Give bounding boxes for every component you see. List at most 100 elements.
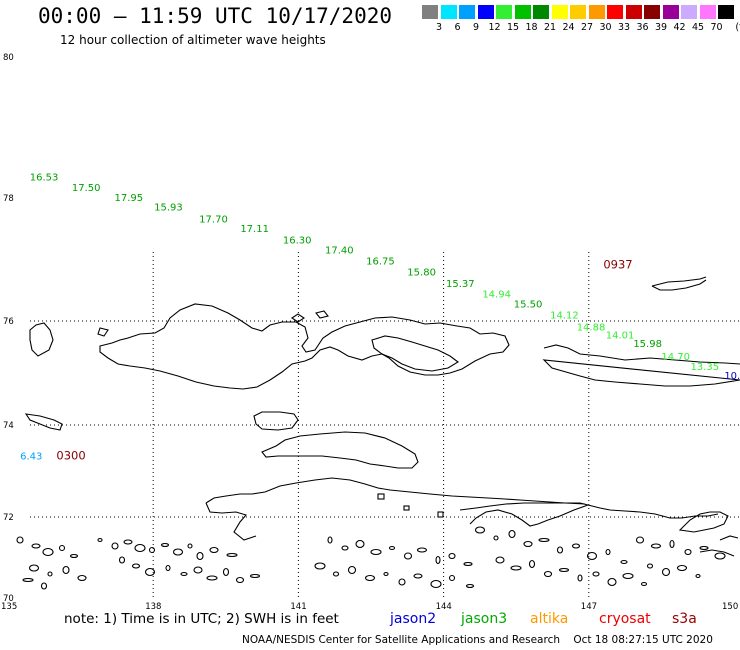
small-lake bbox=[543, 570, 553, 578]
small-lake bbox=[97, 537, 103, 543]
wave-height-value: 17.95 bbox=[114, 193, 143, 204]
legend-swatch bbox=[570, 5, 586, 19]
small-lake bbox=[413, 573, 423, 579]
wave-height-value: 10.8 bbox=[724, 371, 740, 382]
small-lake bbox=[206, 575, 218, 581]
small-lake bbox=[226, 552, 238, 558]
small-lake bbox=[364, 574, 376, 582]
graticule bbox=[30, 252, 740, 598]
small-lake bbox=[222, 567, 230, 577]
altimeter-track: 16.53 17.50 17.95 15.93 17.70 17.11 16.30 17.40… bbox=[20, 172, 740, 462]
small-lake bbox=[62, 565, 70, 575]
small-lake bbox=[523, 540, 533, 548]
small-lake bbox=[448, 574, 456, 582]
coastline-segment bbox=[651, 279, 707, 291]
legend-swatch bbox=[699, 5, 716, 19]
small-lake bbox=[16, 536, 24, 544]
legend-swatch bbox=[551, 5, 568, 19]
coastline-segment bbox=[587, 504, 719, 519]
coastline-segment bbox=[371, 335, 459, 372]
small-lake bbox=[592, 571, 600, 577]
small-lake bbox=[172, 548, 184, 556]
legend-swatch bbox=[588, 5, 605, 19]
small-lake bbox=[355, 539, 365, 549]
legend-label: 42 bbox=[673, 22, 686, 33]
legend-label: 45 bbox=[691, 22, 705, 33]
legend-swatch bbox=[514, 5, 531, 19]
wave-height-value: 15.80 bbox=[407, 267, 436, 278]
wave-height-value: 15.50 bbox=[514, 299, 543, 310]
wave-height-value: 17.40 bbox=[325, 245, 354, 256]
legend-label: 33 bbox=[617, 22, 631, 33]
legend-swatch bbox=[496, 5, 512, 19]
small-lake bbox=[111, 542, 119, 550]
small-lake bbox=[510, 565, 522, 571]
coastline-segment bbox=[253, 411, 299, 431]
small-lake bbox=[58, 544, 66, 552]
longitude-label: 141 bbox=[290, 602, 306, 612]
small-lake bbox=[556, 546, 564, 554]
small-lake bbox=[180, 571, 188, 577]
coastline-segment bbox=[678, 511, 729, 533]
pass-time-label: 0300 bbox=[56, 449, 85, 463]
small-lake bbox=[383, 571, 389, 577]
coastline-segment bbox=[543, 344, 740, 365]
legend-swatch bbox=[607, 5, 623, 19]
legend-swatch bbox=[718, 5, 734, 19]
small-island bbox=[403, 505, 410, 511]
small-lake bbox=[640, 581, 648, 587]
legend-label: 24 bbox=[562, 22, 575, 33]
latitude-label: 72 bbox=[3, 513, 14, 523]
legend-label: 3 bbox=[435, 22, 443, 33]
wave-height-value: 6.43 bbox=[20, 452, 42, 463]
small-lake bbox=[314, 562, 326, 570]
legend-swatch bbox=[662, 5, 679, 19]
wave-height-value: 17.11 bbox=[240, 224, 269, 235]
legend-label: 12 bbox=[488, 22, 501, 33]
wave-height-value: 14.12 bbox=[550, 311, 579, 322]
legend-swatch bbox=[422, 5, 438, 19]
small-lake bbox=[650, 543, 662, 549]
legend-swatch bbox=[533, 5, 549, 19]
small-lake bbox=[347, 565, 357, 575]
coastline-segment bbox=[699, 549, 735, 557]
latitude-label: 76 bbox=[3, 317, 14, 327]
small-lake bbox=[77, 574, 87, 582]
note-text: note: 1) Time is in UTC; 2) SWH is in fe… bbox=[64, 611, 339, 627]
small-island bbox=[377, 493, 385, 500]
small-lake bbox=[40, 582, 48, 590]
wave-height-value: 15.93 bbox=[154, 202, 183, 213]
small-lake bbox=[669, 539, 675, 549]
legend-label: 21 bbox=[543, 22, 557, 33]
small-lake bbox=[695, 573, 701, 579]
small-lake bbox=[370, 548, 382, 556]
small-lake bbox=[249, 573, 261, 579]
small-lake bbox=[558, 567, 570, 573]
small-lake bbox=[577, 574, 583, 582]
wave-height-value: 14.01 bbox=[606, 331, 635, 342]
coastline-segment bbox=[469, 504, 589, 527]
small-lake bbox=[430, 579, 442, 589]
small-lake bbox=[148, 546, 156, 554]
longitude-label: 144 bbox=[436, 602, 452, 612]
small-lake bbox=[714, 552, 726, 560]
legend-unit: (ft) bbox=[735, 22, 740, 33]
small-island bbox=[437, 511, 444, 518]
small-lake bbox=[465, 583, 475, 589]
small-lake bbox=[474, 526, 486, 534]
coastline-segment bbox=[651, 276, 707, 287]
small-lake bbox=[235, 576, 245, 584]
small-lake bbox=[187, 543, 193, 549]
legend-label: 9 bbox=[472, 22, 480, 33]
small-lake bbox=[332, 571, 340, 577]
small-lake bbox=[42, 547, 54, 557]
small-lake bbox=[620, 559, 628, 565]
small-lake bbox=[341, 545, 349, 551]
small-lake bbox=[134, 543, 146, 553]
small-lake bbox=[676, 564, 688, 572]
small-lake bbox=[69, 553, 79, 559]
legend-label: 30 bbox=[599, 22, 612, 33]
coastline-segment bbox=[205, 477, 589, 506]
satellite-jason2: jason2 bbox=[390, 611, 437, 627]
